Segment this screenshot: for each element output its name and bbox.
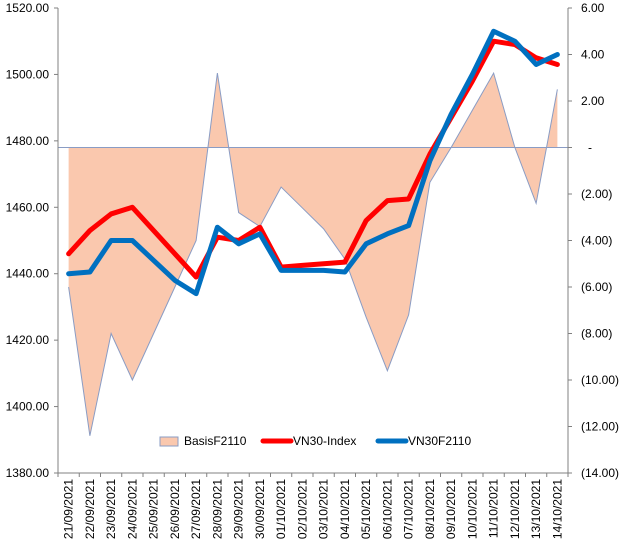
axes-layer [54,7,572,477]
x-tick-label: 08/10/2021 [423,479,437,539]
vn30f2110-line [66,28,560,297]
x-tick-label: 05/10/2021 [359,479,373,539]
y-right-tick-label: (8.00) [581,327,612,341]
x-tick-label: 22/09/2021 [83,479,97,539]
x-tick-label: 21/09/2021 [62,479,76,539]
y-right-tick-label: 6.00 [581,1,605,15]
x-tick-label: 25/09/2021 [147,479,161,539]
x-tick-label: 23/09/2021 [104,479,118,539]
x-tick-label: 28/09/2021 [210,479,224,539]
y-left-tick-labels: 1380.00 1400.00 1420.00 1440.00 1460.00 1480.… [6,1,50,480]
x-tick-label: 24/09/2021 [125,479,139,539]
y-left-tick-label: 1480.00 [6,134,50,148]
x-tick-label: 09/10/2021 [444,479,458,539]
x-tick-label: 13/10/2021 [529,479,543,539]
y-right-tick-label: (4.00) [581,234,612,248]
y-left-tick-label: 1400.00 [6,400,50,414]
x-tick-label: 01/10/2021 [274,479,288,539]
legend: BasisF2110 VN30-Index VN30F2110 [159,434,471,448]
y-right-tick-label: (2.00) [581,187,612,201]
y-left-tick-label: 1500.00 [6,67,50,81]
x-tick-label: 29/09/2021 [232,479,246,539]
x-tick-labels: 21/09/2021 22/09/2021 23/09/2021 24/09/2021… [62,479,565,539]
vn30f2110-legend-label: VN30F2110 [408,434,471,448]
y-right-tick-label: (6.00) [581,280,612,294]
y-left-tick-label: 1520.00 [6,1,50,15]
x-tick-label: 04/10/2021 [338,479,352,539]
vn30-index-legend-label: VN30-Index [293,434,356,448]
vn30-index-line [66,38,560,280]
x-tick-label: 06/10/2021 [380,479,394,539]
y-left-tick-label: 1440.00 [6,267,50,281]
y-left-tick-label: 1460.00 [6,200,50,214]
y-right-tick-label: 2.00 [581,94,605,108]
y-right-tick-label: (10.00) [581,373,619,387]
x-tick-label: 03/10/2021 [317,479,331,539]
x-tick-label: 14/10/2021 [550,479,564,539]
basisf2110-legend-label: BasisF2110 [184,434,247,448]
y-left-tick-label: 1380.00 [6,466,50,480]
y-right-tick-label: (12.00) [581,420,619,434]
x-tick-label: 26/09/2021 [168,479,182,539]
x-tick-label: 30/09/2021 [253,479,267,539]
basis-area-fill [68,73,558,436]
x-tick-label: 02/10/2021 [295,479,309,539]
y-right-tick-label: (14.00) [581,466,619,480]
y-right-tick-label: 4.00 [581,48,605,62]
x-tick-label: 27/09/2021 [189,479,203,539]
series-lines-layer [66,28,560,297]
x-tick-label: 10/10/2021 [465,479,479,539]
y-right-tick-label: - [588,141,592,155]
x-tick-label: 12/10/2021 [508,479,522,539]
x-tick-label: 07/10/2021 [402,479,416,539]
basis-area-edge [68,71,558,436]
basisf2110-legend-swatch [159,436,179,447]
y-left-tick-label: 1420.00 [6,333,50,347]
y-right-tick-labels: (14.00) (12.00) (10.00) (8.00) (6.00) (4.00) (… [581,1,619,480]
x-tick-label: 11/10/2021 [487,479,501,538]
basis-area-layer [68,71,558,436]
